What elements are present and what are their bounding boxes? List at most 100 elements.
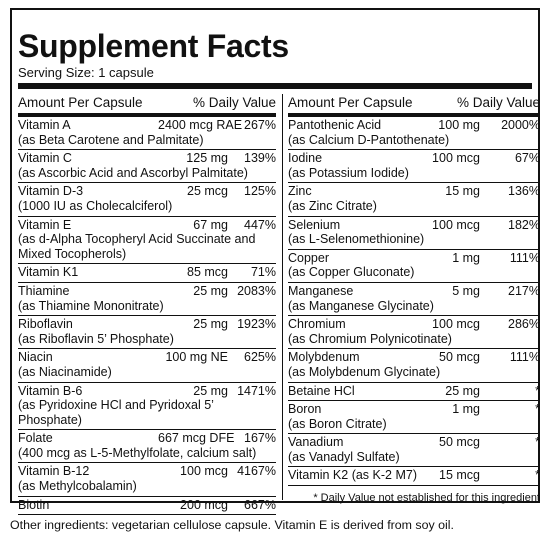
nutrient-name: Iodine <box>288 151 323 166</box>
nutrient-amount: 25 mcg <box>187 184 228 199</box>
footnote: * Daily Value not established for this i… <box>313 492 540 505</box>
nutrient-daily-value: 625% <box>244 350 276 365</box>
nutrient-name: Zinc <box>288 184 312 199</box>
nutrient-amount: 50 mcg <box>439 350 480 365</box>
nutrient-line: Biotin 200 mcg 667% <box>18 498 276 513</box>
nutrient-source: (400 mcg as L-5-Methylfolate, calcium sa… <box>18 445 257 460</box>
nutrient-daily-value: 217% <box>508 283 540 298</box>
nutrient-amount: 667 mcg DFE <box>158 431 235 446</box>
nutrient-row: Selenium 100 mcg 182% (as L-Selenomethionin… <box>288 217 540 250</box>
nutrient-amount: 25 mg <box>445 383 480 398</box>
amount-header: Amount Per Capsule <box>18 95 143 110</box>
nutrient-name: Vitamin C <box>18 151 72 166</box>
right-column: Amount Per Capsule % Daily Value Pantoth… <box>288 94 540 505</box>
nutrient-amount: 25 mg <box>193 383 228 398</box>
thick-divider <box>18 83 532 89</box>
nutrient-line: Vitamin B-12 100 mcg 4167% <box>18 464 276 479</box>
nutrient-amount: 2400 mcg RAE <box>158 118 243 132</box>
nutrient-name: Manganese <box>288 283 354 298</box>
nutrient-line: Chromium 100 mcg 286% <box>288 317 540 332</box>
nutrient-source: (as Copper Gluconate) <box>288 265 415 280</box>
nutrient-source: (as Methylcobalamin) <box>18 479 137 494</box>
nutrient-name: Biotin <box>18 497 50 512</box>
nutrient-daily-value: 71% <box>250 265 276 280</box>
nutrient-name: Molybdenum <box>288 350 360 365</box>
nutrient-line: Iodine 100 mcg 67% <box>288 151 540 166</box>
nutrient-source: (as L-Selenomethionine) <box>288 232 425 247</box>
nutrient-row: Vitamin K1 85 mcg 71% <box>18 264 276 283</box>
nutrient-name: Boron <box>288 402 322 417</box>
nutrient-row: Niacin 100 mg NE 625% (as Niacinamide) <box>18 349 276 383</box>
nutrient-source: (1000 IU as Cholecalciferol) <box>18 198 173 213</box>
nutrient-name: Vitamin D-3 <box>18 184 84 199</box>
nutrient-name: Vitamin B-12 <box>18 464 90 479</box>
nutrient-row: Biotin 200 mcg 667% <box>18 497 276 516</box>
nutrient-source: (as Manganese Glycinate) <box>288 298 434 313</box>
dv-header: % Daily Value <box>192 95 276 110</box>
nutrient-amount: 5 mg <box>452 283 480 298</box>
nutrient-line: Folate 667 mcg DFE 167% <box>18 431 276 446</box>
nutrient-daily-value: * <box>535 435 540 450</box>
nutrient-line: Selenium 100 mcg 182% <box>288 218 540 233</box>
dv-header: % Daily Value <box>456 95 540 110</box>
nutrient-row: Thiamine 25 mg 2083% (as Thiamine Mononitra… <box>18 283 276 317</box>
nutrient-name: Pantothenic Acid <box>288 118 382 132</box>
nutrient-source: (as Niacinamide) <box>18 364 112 379</box>
nutrient-name: Chromium <box>288 317 346 332</box>
amount-header: Amount Per Capsule <box>288 95 413 110</box>
nutrient-daily-value: 1923% <box>237 317 276 332</box>
nutrient-amount: 100 mg <box>438 118 480 132</box>
nutrient-line: Betaine HCl 25 mg * <box>288 384 540 399</box>
nutrient-row: Zinc 15 mg 136% (as Zinc Citrate) <box>288 183 540 217</box>
nutrient-line: Pantothenic Acid 100 mg 2000% <box>288 118 540 133</box>
nutrient-amount: 15 mg <box>445 184 480 199</box>
nutrient-columns: Amount Per Capsule % Daily Value Vitamin… <box>18 94 540 516</box>
nutrient-line: Vitamin C 125 mg 139% <box>18 151 276 166</box>
nutrient-source: (as Zinc Citrate) <box>288 198 377 213</box>
nutrient-source: (as Riboflavin 5’ Phosphate) <box>18 331 174 346</box>
nutrient-daily-value: 136% <box>508 184 540 199</box>
right-column-header: Amount Per Capsule % Daily Value <box>288 94 540 117</box>
nutrient-line: Vanadium 50 mcg * <box>288 435 540 450</box>
nutrient-line: Vitamin B-6 25 mg 1471% <box>18 384 276 399</box>
nutrient-line: Vitamin E 67 mg 447% <box>18 218 276 233</box>
nutrient-daily-value: 111% <box>509 250 540 265</box>
nutrient-amount: 125 mg <box>186 151 228 166</box>
nutrient-source: (as Chromium Polynicotinate) <box>288 331 452 346</box>
nutrient-source: (as Boron Citrate) <box>288 416 387 431</box>
nutrient-name: Riboflavin <box>18 317 73 332</box>
nutrient-line: Thiamine 25 mg 2083% <box>18 284 276 299</box>
nutrient-row: Vitamin E 67 mg 447% (as d-Alpha Tocopheryl… <box>18 217 276 265</box>
nutrient-amount: 50 mcg <box>439 435 480 450</box>
nutrient-row: Iodine 100 mcg 67% (as Potassium Iodide) <box>288 150 540 184</box>
nutrient-amount: 100 mcg <box>432 317 480 332</box>
nutrient-row: Vitamin D-3 25 mcg 125% (1000 IU as Choleca… <box>18 183 276 217</box>
nutrient-name: Vitamin K1 <box>18 265 79 280</box>
nutrient-name: Vitamin E <box>18 217 72 232</box>
nutrient-amount: 100 mcg <box>180 464 228 479</box>
left-rows: Vitamin A 2400 mcg RAE 267% (as Beta Carote… <box>18 117 276 516</box>
nutrient-row: Vitamin B-12 100 mcg 4167% (as Methylcobala… <box>18 463 276 497</box>
nutrient-name: Folate <box>18 431 53 446</box>
nutrient-amount: 67 mg <box>193 217 228 232</box>
left-column-header: Amount Per Capsule % Daily Value <box>18 94 276 117</box>
nutrient-daily-value: 667% <box>244 497 276 512</box>
nutrient-source: (as Vanadyl Sulfate) <box>288 449 400 464</box>
nutrient-source: (as Potassium Iodide) <box>288 165 409 180</box>
nutrient-source: (as d-Alpha Tocopheryl Acid Succinate an… <box>18 232 256 261</box>
nutrient-source: (as Calcium D-Pantothenate) <box>288 132 450 147</box>
nutrient-daily-value: 167% <box>244 431 276 446</box>
nutrient-amount: 15 mcg <box>439 468 480 483</box>
nutrient-row: Vitamin B-6 25 mg 1471% (as Pyridoxine HCl … <box>18 383 276 431</box>
nutrient-name: Selenium <box>288 217 341 232</box>
right-rows: Pantothenic Acid 100 mg 2000% (as Calcium D… <box>288 117 540 487</box>
nutrient-daily-value: 182% <box>508 217 540 232</box>
nutrient-amount: 25 mg <box>193 283 228 298</box>
nutrient-name: Thiamine <box>18 283 70 298</box>
nutrient-amount: 85 mcg <box>187 265 228 280</box>
nutrient-line: Copper 1 mg 111% <box>288 251 540 266</box>
nutrient-line: Vitamin D-3 25 mcg 125% <box>18 184 276 199</box>
nutrient-row: Riboflavin 25 mg 1923% (as Riboflavin 5’ Ph… <box>18 316 276 350</box>
nutrient-daily-value: 139% <box>244 151 276 166</box>
nutrient-name: Vitamin K2 (as K-2 M7) <box>288 468 417 483</box>
